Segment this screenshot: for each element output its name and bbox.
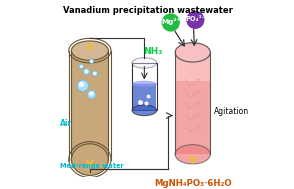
Polygon shape (175, 52, 210, 154)
Text: NH₃: NH₃ (143, 47, 162, 56)
Ellipse shape (71, 144, 108, 175)
Polygon shape (71, 51, 108, 160)
Circle shape (77, 80, 88, 91)
Polygon shape (132, 84, 156, 110)
Ellipse shape (132, 58, 157, 68)
Polygon shape (175, 52, 210, 81)
Text: Med-range water: Med-range water (60, 163, 124, 169)
Ellipse shape (175, 43, 210, 62)
Text: PO₄³⁻: PO₄³⁻ (185, 16, 205, 22)
Ellipse shape (71, 41, 108, 60)
Polygon shape (132, 83, 156, 86)
Text: Mg²⁺: Mg²⁺ (161, 18, 180, 25)
Text: Air: Air (60, 119, 72, 128)
Circle shape (87, 90, 96, 99)
Text: Agitation: Agitation (214, 107, 249, 116)
Ellipse shape (175, 145, 210, 164)
Circle shape (79, 64, 83, 69)
Text: MgNH₄PO₃·6H₂O: MgNH₄PO₃·6H₂O (154, 179, 231, 188)
Circle shape (186, 11, 204, 29)
Circle shape (83, 69, 90, 75)
Ellipse shape (132, 81, 156, 88)
Text: Vanadium precipitation wastewater: Vanadium precipitation wastewater (63, 6, 233, 15)
Circle shape (93, 71, 98, 76)
Ellipse shape (132, 105, 157, 116)
Circle shape (162, 13, 180, 32)
Circle shape (90, 59, 94, 63)
